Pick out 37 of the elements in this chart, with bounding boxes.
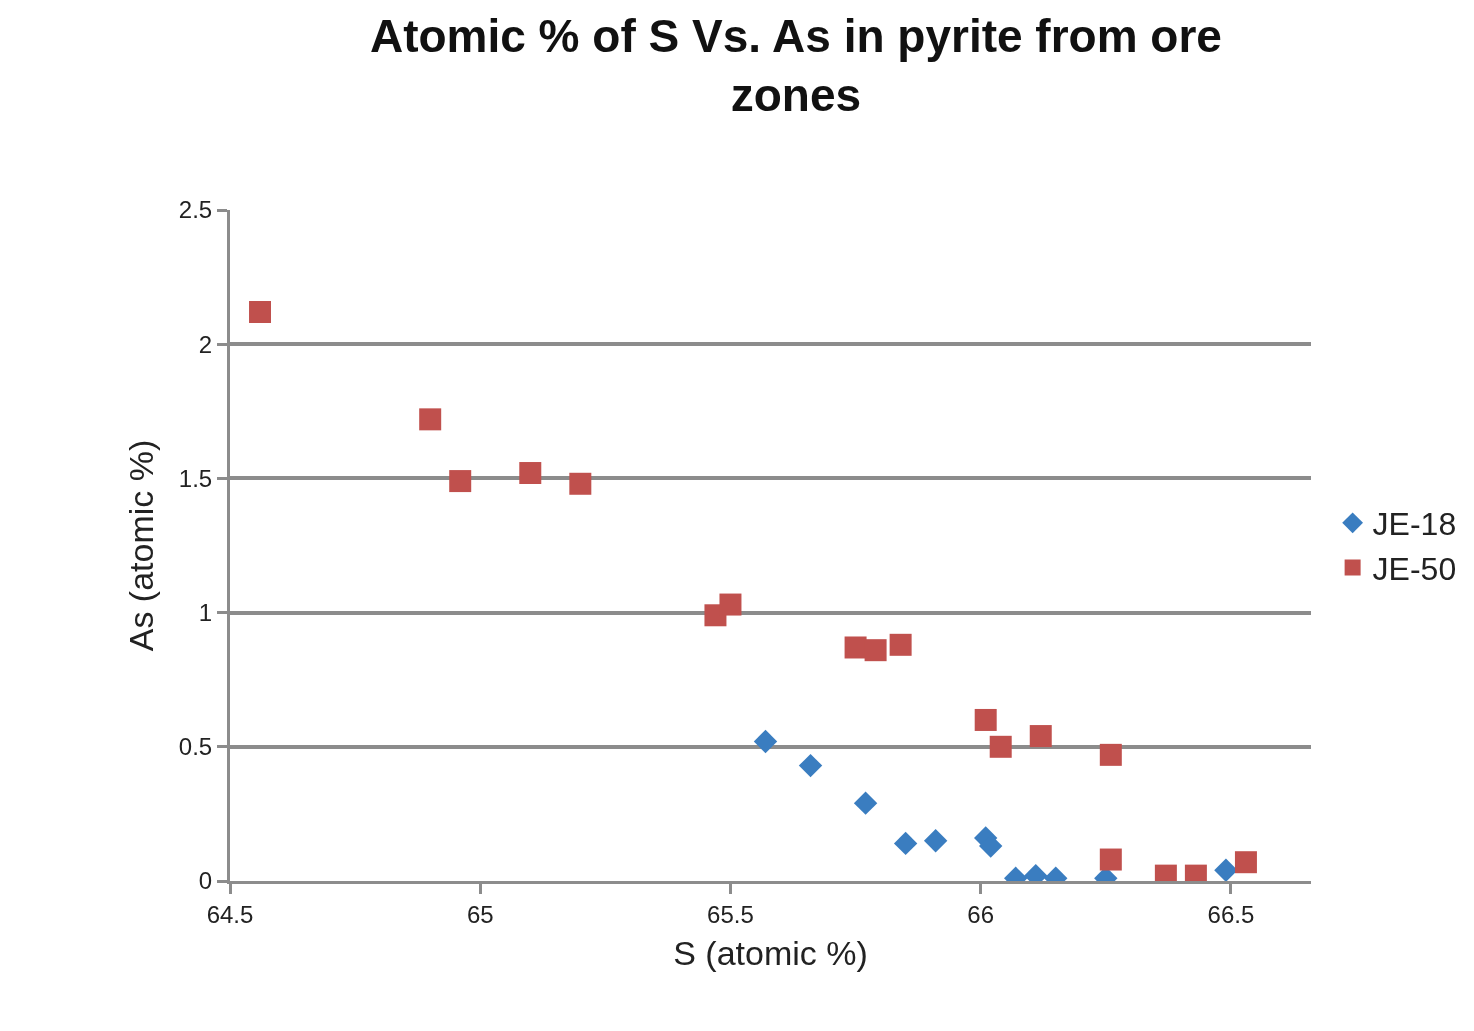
- point: [1099, 743, 1122, 766]
- point: [1234, 851, 1257, 874]
- x-tick-label: 64.5: [206, 900, 254, 928]
- y-tick-label: 0: [198, 867, 213, 895]
- x-tick-label: 65.5: [707, 900, 754, 928]
- point: [753, 729, 778, 754]
- x-tick-label: 65: [466, 900, 494, 928]
- x-axis-title: S (atomic %): [673, 934, 868, 973]
- point: [893, 831, 918, 856]
- point: [449, 470, 472, 493]
- y-tick-label: 0.5: [178, 733, 213, 761]
- point: [853, 791, 878, 815]
- point: [1214, 858, 1238, 881]
- point: [889, 633, 912, 656]
- x-tick-label: 66.5: [1207, 900, 1255, 928]
- point: [249, 300, 272, 323]
- legend-label: JE-50: [1372, 550, 1457, 587]
- chart-title: Atomic % of S Vs. As in pyrite from ore zones: [369, 9, 1222, 122]
- y-tick-label: 2.5: [178, 196, 213, 224]
- x-tick-label: 66: [967, 900, 995, 928]
- point: [923, 829, 948, 853]
- point: [569, 472, 592, 495]
- point: [419, 408, 442, 431]
- y-tick-label: 1.5: [178, 464, 213, 492]
- point: [864, 639, 887, 662]
- point: [989, 735, 1012, 758]
- y-axis-title: As (atomic %): [122, 439, 161, 652]
- y-tick-label: 1: [198, 599, 213, 626]
- point: [519, 462, 542, 485]
- y-tick-label: 2: [198, 330, 213, 358]
- point: [974, 708, 997, 731]
- point: [844, 636, 867, 659]
- point: [798, 753, 823, 778]
- point: [1029, 725, 1052, 748]
- legend-label: JE-18: [1372, 506, 1457, 543]
- point: [1099, 848, 1122, 871]
- point: [719, 593, 742, 616]
